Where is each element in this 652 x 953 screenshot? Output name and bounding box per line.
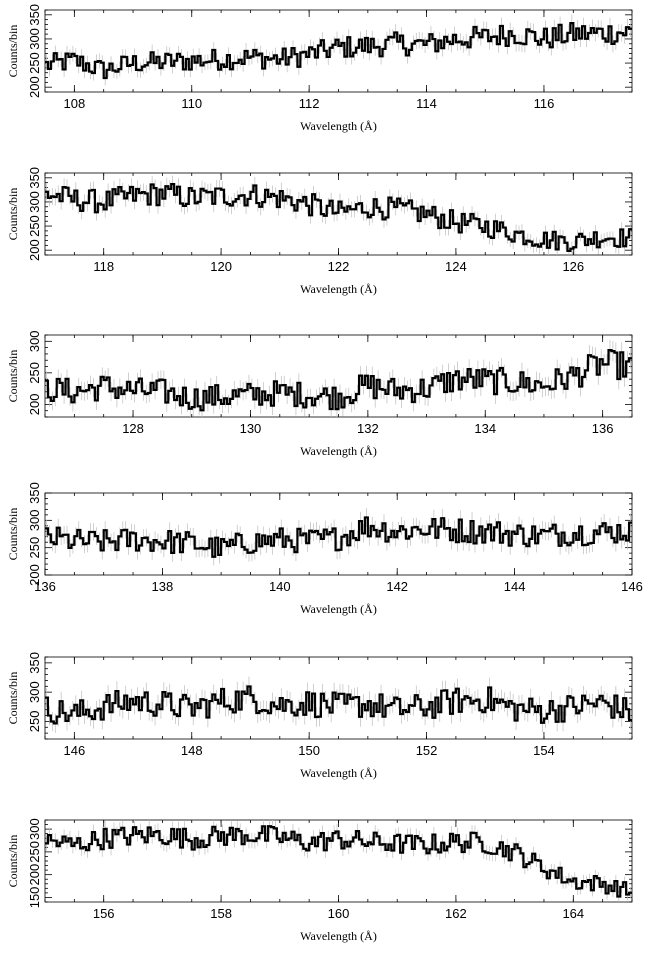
spectrum-panel-4: 136 138 140 142 144 146 200 250 300 350 Wavelength… — [6, 482, 643, 616]
y-tick-label: 300 — [27, 509, 42, 531]
x-tick-label: 114 — [416, 96, 437, 111]
y-tick-label: 350 — [27, 482, 42, 504]
x-tick-label: 120 — [210, 259, 232, 274]
x-tick-label: 108 — [63, 96, 85, 111]
y-tick-label: 250 — [27, 215, 42, 237]
x-tick-label: 118 — [93, 259, 114, 274]
x-tick-label: 122 — [328, 259, 350, 274]
spectrum-series — [45, 175, 632, 255]
x-tick-label: 154 — [533, 743, 555, 758]
y-tick-label: 250 — [27, 537, 42, 559]
spectrum-series — [45, 820, 632, 902]
x-tick-label: 138 — [152, 579, 174, 594]
y-tick-label: 250 — [27, 362, 42, 384]
y-tick-label: 350 — [27, 167, 42, 189]
y-tick-label: 300 — [27, 818, 42, 840]
spectrum-step-line — [45, 516, 632, 558]
y-axis-title: Counts/bin — [6, 835, 20, 888]
spectrum-panel-5: 146 148 150 152 154 250 300 350 Wavelength (Å) Co… — [6, 652, 633, 780]
x-tick-label: 116 — [534, 96, 555, 111]
spectrum-series — [45, 14, 632, 86]
x-tick-label: 162 — [445, 906, 467, 921]
y-tick-label: 250 — [27, 711, 42, 733]
spectrum-panel-2: 118 120 122 124 126 200 250 300 350 Wavelength (Å… — [6, 167, 633, 296]
x-tick-label: 146 — [63, 743, 85, 758]
y-tick-label: 200 — [27, 239, 42, 261]
x-tick-label: 160 — [328, 906, 350, 921]
y-tick-label: 200 — [27, 76, 42, 98]
y-tick-label: 250 — [27, 52, 42, 74]
y-tick-label: 200 — [27, 564, 42, 586]
x-tick-label: 136 — [592, 421, 614, 436]
spectrum-series — [45, 676, 632, 733]
y-tick-label: 350 — [27, 652, 42, 674]
x-tick-label: 142 — [386, 579, 408, 594]
spectrum-step-line — [45, 825, 632, 898]
y-tick-label: 300 — [27, 191, 42, 213]
x-tick-label: 158 — [210, 906, 232, 921]
x-axis-title: Wavelength (Å) — [300, 929, 377, 943]
y-axis-title: Counts/bin — [6, 672, 20, 725]
y-tick-label: 300 — [27, 681, 42, 703]
x-axis-title: Wavelength (Å) — [300, 602, 377, 616]
x-tick-label: 110 — [181, 96, 202, 111]
x-tick-label: 134 — [474, 421, 496, 436]
spectrum-step-line — [45, 349, 632, 412]
x-tick-label: 144 — [504, 579, 526, 594]
spectrum-step-line — [45, 685, 632, 725]
x-tick-label: 152 — [416, 743, 438, 758]
spectrum-series — [45, 339, 632, 417]
x-axis-title: Wavelength (Å) — [300, 282, 377, 296]
x-tick-label: 136 — [34, 579, 56, 594]
y-axis-title: Counts/bin — [6, 508, 20, 561]
spectrum-panel-3: 128 130 132 134 136 200 250 300 Wavelength (Å) Co… — [6, 330, 633, 458]
y-tick-label: 300 — [27, 28, 42, 50]
x-tick-label: 150 — [298, 743, 320, 758]
x-tick-label: 156 — [93, 906, 115, 921]
y-tick-label: 200 — [27, 394, 42, 416]
spectrum-series — [45, 508, 632, 566]
y-axis-title: Counts/bin — [6, 25, 20, 78]
x-tick-label: 124 — [445, 259, 467, 274]
x-tick-label: 130 — [240, 421, 262, 436]
x-tick-label: 164 — [562, 906, 584, 921]
y-tick-label: 200 — [27, 864, 42, 886]
x-tick-label: 126 — [562, 259, 584, 274]
y-axis-title: Counts/bin — [6, 350, 20, 403]
plot-frame — [44, 9, 633, 93]
x-tick-label: 132 — [357, 421, 379, 436]
x-tick-label: 148 — [181, 743, 203, 758]
spectrum-step-line — [45, 183, 632, 253]
y-axis-title: Counts/bin — [6, 188, 20, 241]
x-tick-label: 140 — [269, 579, 291, 594]
x-axis-title: Wavelength (Å) — [300, 766, 377, 780]
x-tick-label: 128 — [122, 421, 144, 436]
spectrum-panel-1: 108 110 112 114 116 200 250 300 350 Wavelength (Å… — [6, 4, 633, 133]
x-axis-title: Wavelength (Å) — [300, 119, 377, 133]
y-tick-label: 300 — [27, 330, 42, 352]
y-tick-label: 250 — [27, 841, 42, 863]
x-tick-label: 146 — [621, 579, 643, 594]
x-tick-label: 112 — [299, 96, 320, 111]
y-tick-label: 350 — [27, 4, 42, 26]
y-tick-label: 150 — [27, 887, 42, 909]
spectrum-step-line — [45, 21, 632, 80]
x-axis-title: Wavelength (Å) — [300, 444, 377, 458]
